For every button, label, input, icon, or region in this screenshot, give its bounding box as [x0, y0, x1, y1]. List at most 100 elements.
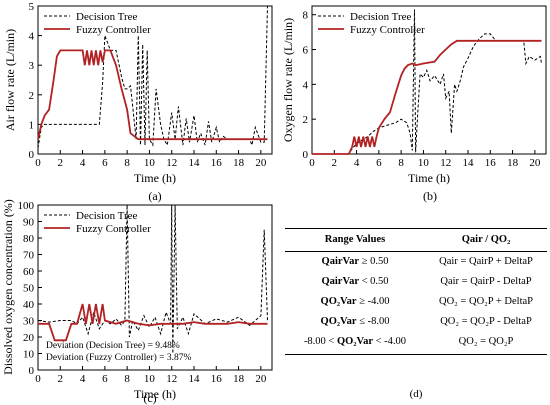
row-variable: QO₂Var — [320, 316, 357, 327]
x-tick-label: 18 — [233, 157, 245, 169]
x-tick-label: 0 — [35, 373, 41, 385]
chart-panel-2: 0 2 4 6 8 10 12 14 16 18 20 0 2 4 6 8 Time (h) Oxygen flo… — [281, 5, 547, 203]
row-rule: Qair = QairP + DeltaP — [439, 256, 533, 267]
legend-entry: Fuzzy Controller — [76, 24, 151, 36]
y-tick-label: 70 — [23, 250, 35, 262]
y-tick-label: 0 — [29, 365, 35, 377]
x-tick-label: 14 — [189, 373, 201, 385]
x-axis-label: Time (h) — [134, 171, 176, 185]
y-tick-label: 0 — [303, 149, 309, 161]
x-tick-label: 8 — [124, 373, 130, 385]
table-row: QO₂Var ≥ -4.00 QO₂ = QO₂P + DeltaP — [285, 292, 547, 312]
row-variable: QO₂Var — [336, 336, 373, 347]
series-line-decision-tree — [312, 9, 542, 155]
panel-label: (a) — [148, 189, 161, 203]
x-tick-label: 16 — [211, 157, 223, 169]
x-tick-label: 20 — [255, 373, 267, 385]
y-tick-label: 40 — [23, 299, 35, 311]
x-axis-label: Time (h) — [134, 387, 176, 401]
plot-frame — [311, 5, 547, 155]
panel-label: (b) — [423, 189, 437, 203]
x-tick-label: 4 — [80, 157, 86, 169]
y-tick-label: 20 — [23, 332, 35, 344]
y-tick-label: 2 — [303, 114, 309, 126]
y-tick-label: 80 — [23, 233, 35, 245]
x-tick-label: 10 — [144, 157, 156, 169]
deviation-annotation: Deviation (Fuzzy Controller) = 3.87% — [46, 352, 192, 363]
series-line-decision-tree — [37, 5, 268, 149]
x-tick-label: 6 — [102, 157, 108, 169]
x-tick-label: 16 — [211, 373, 223, 385]
y-tick-label: 30 — [23, 316, 35, 328]
x-tick-label: 2 — [332, 157, 338, 169]
row-condition-pre: -8.00 < — [303, 336, 335, 347]
x-tick-label: 10 — [418, 157, 430, 169]
table-row: -8.00 < QO₂Var < -4.00 QO₂ = QO₂P — [285, 332, 547, 352]
row-condition: < 0.50 — [361, 276, 389, 287]
row-condition: < -4.00 — [375, 336, 407, 347]
y-tick-label: 10 — [23, 349, 35, 361]
x-tick-label: 14 — [189, 157, 201, 169]
x-tick-label: 2 — [58, 373, 64, 385]
x-tick-label: 8 — [398, 157, 404, 169]
table-row: QO₂Var ≤ -8.00 QO₂ = QO₂P - DeltaP — [285, 312, 547, 332]
y-tick-label: 0 — [29, 149, 35, 161]
row-rule: Qair = QairP - DeltaP — [440, 276, 532, 287]
x-tick-label: 14 — [463, 157, 475, 169]
series-line-fuzzy-controller — [38, 303, 268, 342]
x-tick-label: 2 — [58, 157, 64, 169]
x-tick-label: 0 — [309, 157, 315, 169]
x-tick-label: 12 — [166, 373, 177, 385]
x-tick-label: 4 — [80, 373, 86, 385]
x-tick-label: 20 — [529, 157, 541, 169]
panel-label-d: (d) — [409, 388, 423, 400]
y-tick-label: 6 — [303, 45, 309, 57]
row-rule: QO₂ = QO₂P - DeltaP — [440, 316, 532, 327]
panel-label: (c) — [143, 391, 156, 405]
x-tick-label: 0 — [35, 157, 41, 169]
x-tick-label: 18 — [233, 373, 245, 385]
row-variable: QairVar — [321, 276, 359, 287]
x-axis-label: Time (h) — [408, 171, 450, 185]
legend-entry: Decision Tree — [350, 11, 412, 23]
series-line-fuzzy-controller — [37, 49, 268, 141]
y-axis-label: Air flow rate (L/min) — [3, 29, 17, 131]
y-tick-label: 50 — [23, 283, 35, 295]
col-header-qair-qo2: Qair / QO₂ — [461, 234, 511, 245]
x-tick-label: 6 — [376, 157, 382, 169]
series-line-fuzzy-controller — [312, 39, 542, 155]
y-tick-label: 100 — [18, 200, 35, 212]
table-header: Range Values Qair / QO₂ — [285, 228, 547, 252]
x-tick-label: 20 — [255, 157, 267, 169]
x-tick-label: 12 — [166, 157, 177, 169]
legend-entry: Decision Tree — [76, 11, 138, 23]
row-condition: ≤ -8.00 — [359, 316, 390, 327]
x-tick-label: 6 — [102, 373, 108, 385]
col-header-range-values: Range Values — [324, 234, 386, 245]
y-axis-label: Dissolved oxygen concentration (%) — [1, 199, 15, 375]
x-tick-label: 4 — [354, 157, 360, 169]
row-rule: QO₂ = QO₂P + DeltaP — [438, 296, 534, 307]
y-axis-label: Oxygen flow rate (L/min) — [281, 18, 295, 142]
chart-panel-3: 0 2 4 6 8 10 12 14 16 18 200102030405060708090100T… — [1, 199, 273, 405]
y-tick-label: 1 — [29, 119, 35, 131]
legend-entry: Fuzzy Controller — [350, 24, 425, 36]
y-tick-label: 90 — [23, 217, 35, 229]
y-tick-label: 3 — [29, 60, 35, 72]
deviation-annotation: Deviation (Decision Tree) = 9.48% — [46, 340, 180, 351]
row-condition: ≥ 0.50 — [361, 256, 389, 267]
legend-entry: Fuzzy Controller — [76, 223, 151, 235]
table-row: QairVar ≥ 0.50 Qair = QairP + DeltaP — [285, 252, 547, 272]
plot-frame — [37, 5, 273, 155]
y-tick-label: 8 — [303, 10, 309, 22]
y-tick-label: 60 — [23, 266, 35, 278]
x-tick-label: 16 — [485, 157, 497, 169]
x-tick-label: 18 — [507, 157, 519, 169]
table-bottom-rule — [285, 354, 547, 355]
row-variable: QO₂Var — [320, 296, 357, 307]
row-condition: ≥ -4.00 — [359, 296, 390, 307]
x-tick-label: 10 — [144, 373, 156, 385]
x-tick-label: 12 — [440, 157, 451, 169]
